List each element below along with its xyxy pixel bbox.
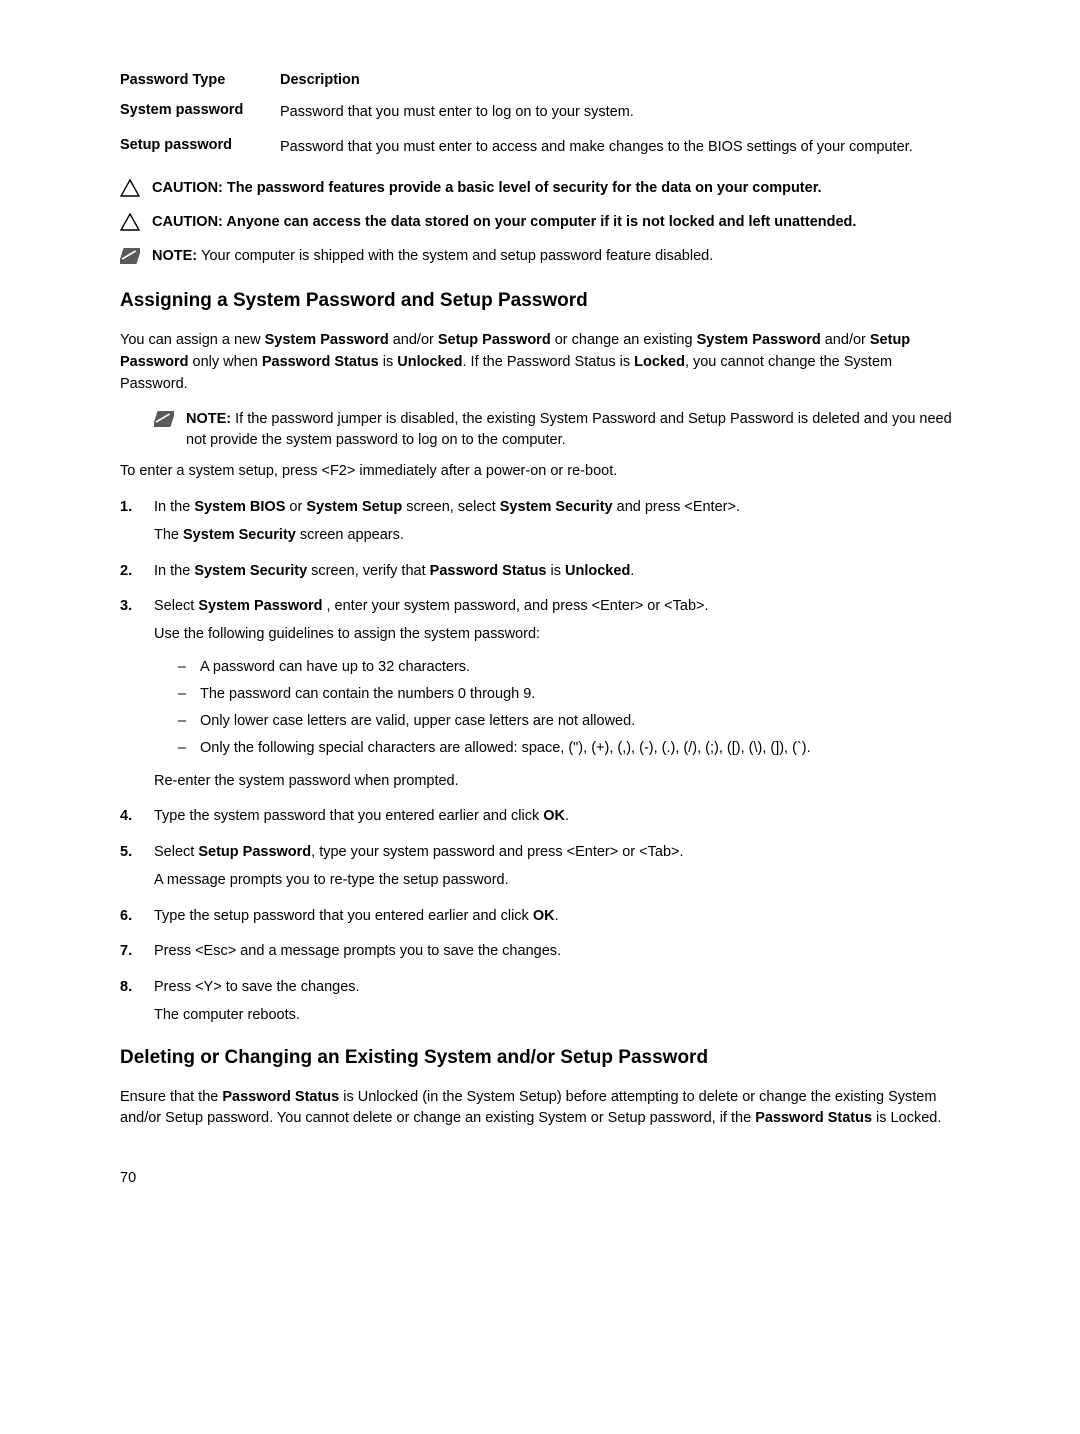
list-item: In the System BIOS or System Setup scree… [120, 497, 960, 547]
list-item: Only lower case letters are valid, upper… [178, 710, 960, 733]
step-result: The computer reboots. [154, 1005, 960, 1027]
list-item: Type the system password that you entere… [120, 806, 960, 828]
table-header-type: Password Type [120, 72, 280, 88]
list-item: A password can have up to 32 characters. [178, 656, 960, 679]
table-header-desc: Description [280, 72, 960, 88]
section-heading: Assigning a System Password and Setup Pa… [120, 290, 960, 312]
note-icon [120, 247, 140, 270]
caution-callout: CAUTION: The password features provide a… [120, 178, 960, 202]
body-paragraph: To enter a system setup, press <F2> imme… [120, 461, 960, 483]
list-item: The password can contain the numbers 0 t… [178, 683, 960, 706]
list-item: Type the setup password that you entered… [120, 906, 960, 928]
note-text: NOTE: Your computer is shipped with the … [152, 246, 713, 267]
table-row: Password that you must enter to access a… [280, 137, 960, 158]
note-icon [154, 410, 174, 433]
list-item: Press <Esc> and a message prompts you to… [120, 941, 960, 963]
table-row: System password [120, 102, 280, 123]
step-result: A message prompts you to re-type the set… [154, 870, 960, 892]
caution-callout: CAUTION: Anyone can access the data stor… [120, 212, 960, 236]
note-text: NOTE: If the password jumper is disabled… [186, 409, 960, 451]
note-callout: NOTE: If the password jumper is disabled… [154, 409, 960, 451]
caution-icon [120, 179, 140, 202]
body-paragraph: Ensure that the Password Status is Unloc… [120, 1087, 960, 1131]
body-paragraph: You can assign a new System Password and… [120, 330, 960, 395]
step-sub-intro: Use the following guidelines to assign t… [154, 624, 960, 646]
caution-text: CAUTION: Anyone can access the data stor… [152, 212, 856, 233]
page-number: 70 [120, 1170, 960, 1186]
list-item: In the System Security screen, verify th… [120, 561, 960, 583]
password-type-table: Password Type Description System passwor… [120, 72, 960, 158]
list-item: Press <Y> to save the changes. The compu… [120, 977, 960, 1027]
page-container: Password Type Description System passwor… [0, 0, 1080, 1226]
step-result: Re-enter the system password when prompt… [154, 771, 960, 793]
note-callout: NOTE: Your computer is shipped with the … [120, 246, 960, 270]
table-row: Password that you must enter to log on t… [280, 102, 960, 123]
table-row: Setup password [120, 137, 280, 158]
steps-list: In the System BIOS or System Setup scree… [120, 497, 960, 1027]
list-item: Only the following special characters ar… [178, 737, 960, 760]
guidelines-list: A password can have up to 32 characters.… [178, 656, 960, 761]
list-item: Select System Password , enter your syst… [120, 596, 960, 792]
caution-text: CAUTION: The password features provide a… [152, 178, 822, 199]
list-item: Select Setup Password, type your system … [120, 842, 960, 892]
caution-icon [120, 213, 140, 236]
section-heading: Deleting or Changing an Existing System … [120, 1047, 960, 1069]
step-result: The System Security screen appears. [154, 525, 960, 547]
